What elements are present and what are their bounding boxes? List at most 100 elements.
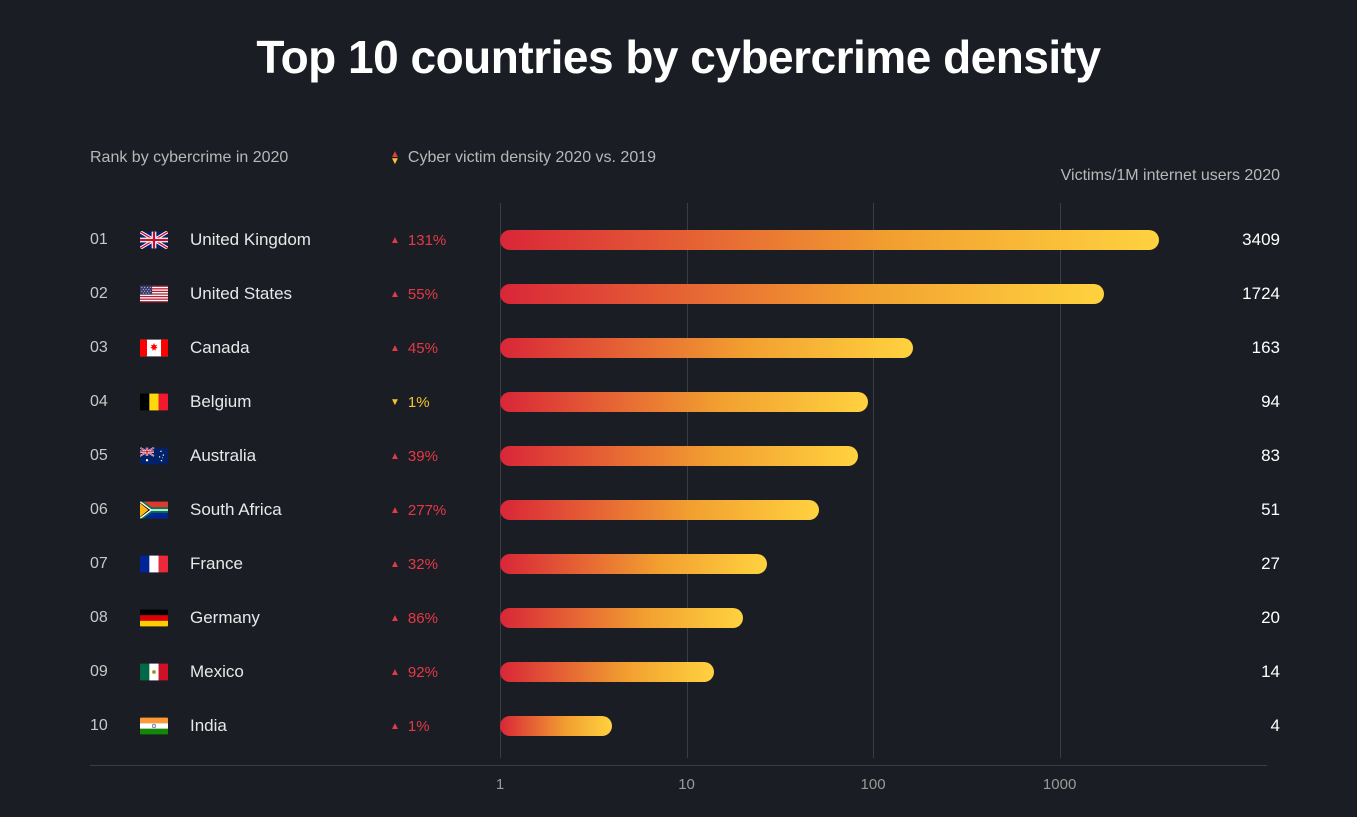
country-name: Australia	[190, 446, 390, 466]
bar-cell	[500, 375, 1190, 429]
country-name: Canada	[190, 338, 390, 358]
delta-change: ▲ 131%	[390, 232, 500, 249]
delta-percent: 86%	[408, 610, 438, 627]
rank-number: 02	[90, 285, 140, 303]
data-row: 01United Kingdom▲131%3409	[90, 213, 1267, 267]
arrow-up-icon: ▲	[390, 235, 400, 246]
delta-legend-icon: ▲ ▼	[390, 151, 400, 165]
rank-number: 08	[90, 609, 140, 627]
country-name: United Kingdom	[190, 230, 390, 250]
bar-cell	[500, 699, 1190, 753]
bar	[500, 392, 868, 412]
rank-number: 10	[90, 717, 140, 735]
value-label: 3409	[1190, 230, 1280, 250]
country-name: India	[190, 716, 390, 736]
delta-change: ▲ 55%	[390, 286, 500, 303]
rank-number: 09	[90, 663, 140, 681]
delta-change: ▲ 92%	[390, 664, 500, 681]
delta-percent: 55%	[408, 286, 438, 303]
x-tick-label: 10	[678, 776, 695, 793]
bar	[500, 716, 612, 736]
delta-change: ▲ 86%	[390, 610, 500, 627]
country-name: Mexico	[190, 662, 390, 682]
delta-percent: 92%	[408, 664, 438, 681]
arrow-up-icon: ▲	[390, 667, 400, 678]
delta-change: ▲ 277%	[390, 502, 500, 519]
flag-icon	[140, 393, 168, 411]
delta-percent: 1%	[408, 718, 430, 735]
delta-change: ▲45%	[390, 340, 500, 357]
bar	[500, 500, 819, 520]
bar	[500, 662, 714, 682]
bar	[500, 284, 1104, 304]
flag-icon	[140, 339, 168, 357]
bar	[500, 554, 767, 574]
arrow-up-icon: ▲	[390, 343, 400, 354]
data-row: 05Australia▲39%83	[90, 429, 1267, 483]
delta-change: ▲ 32%	[390, 556, 500, 573]
country-name: South Africa	[190, 500, 390, 520]
bar-cell	[500, 591, 1190, 645]
flag-icon	[140, 447, 168, 465]
arrow-up-icon: ▲	[390, 559, 400, 570]
value-label: 14	[1190, 662, 1280, 682]
arrow-up-icon: ▲	[390, 289, 400, 300]
rank-number: 01	[90, 231, 140, 249]
flag-icon	[140, 555, 168, 573]
value-label: 1724	[1190, 284, 1280, 304]
flag-icon	[140, 285, 168, 303]
chart-body: 01United Kingdom▲131%340902United States…	[90, 213, 1267, 753]
x-tick-label: 1	[496, 776, 504, 793]
header-victims: Victims/1M internet users 2020	[500, 167, 1280, 185]
delta-percent: 277%	[408, 502, 446, 519]
bar	[500, 230, 1159, 250]
data-row: 06South Africa▲277%51	[90, 483, 1267, 537]
data-row: 08Germany▲86%20	[90, 591, 1267, 645]
value-label: 83	[1190, 446, 1280, 466]
delta-change: ▲39%	[390, 448, 500, 465]
chart-container: Top 10 countries by cybercrime density R…	[0, 0, 1357, 795]
data-row: 10India▲1%4	[90, 699, 1267, 753]
data-row: 07France▲32%27	[90, 537, 1267, 591]
bar-cell	[500, 321, 1190, 375]
bar	[500, 608, 743, 628]
column-headers: Rank by cybercrime in 2020 ▲ ▼ Cyber vic…	[90, 149, 1267, 185]
delta-change: ▲1%	[390, 718, 500, 735]
arrow-down-icon: ▼	[390, 158, 400, 165]
data-row: 03Canada▲45%163	[90, 321, 1267, 375]
x-tick-label: 1000	[1043, 776, 1076, 793]
country-name: France	[190, 554, 390, 574]
bar-cell	[500, 213, 1190, 267]
arrow-up-icon: ▲	[390, 505, 400, 516]
rank-number: 05	[90, 447, 140, 465]
rank-number: 06	[90, 501, 140, 519]
header-delta: ▲ ▼ Cyber victim density 2020 vs. 2019	[390, 149, 1190, 167]
rank-number: 07	[90, 555, 140, 573]
arrow-up-icon: ▲	[390, 613, 400, 624]
header-rank: Rank by cybercrime in 2020	[90, 149, 390, 167]
bar-cell	[500, 483, 1190, 537]
value-label: 163	[1190, 338, 1280, 358]
delta-percent: 131%	[408, 232, 446, 249]
bar-cell	[500, 537, 1190, 591]
data-row: 04Belgium▼1%94	[90, 375, 1267, 429]
x-axis: 1101001000	[90, 765, 1267, 795]
bar	[500, 446, 858, 466]
value-label: 27	[1190, 554, 1280, 574]
delta-change: ▼1%	[390, 394, 500, 411]
flag-icon	[140, 501, 168, 519]
data-rows: 01United Kingdom▲131%340902United States…	[90, 213, 1267, 753]
flag-icon	[140, 717, 168, 735]
data-row: 09Mexico▲92%14	[90, 645, 1267, 699]
country-name: Germany	[190, 608, 390, 628]
chart-title: Top 10 countries by cybercrime density	[90, 30, 1267, 84]
delta-percent: 32%	[408, 556, 438, 573]
value-label: 94	[1190, 392, 1280, 412]
bar-cell	[500, 267, 1190, 321]
country-name: Belgium	[190, 392, 390, 412]
rank-number: 03	[90, 339, 140, 357]
data-row: 02United States▲55%1724	[90, 267, 1267, 321]
header-delta-text: Cyber victim density 2020 vs. 2019	[408, 149, 656, 167]
bar	[500, 338, 913, 358]
bar-cell	[500, 429, 1190, 483]
